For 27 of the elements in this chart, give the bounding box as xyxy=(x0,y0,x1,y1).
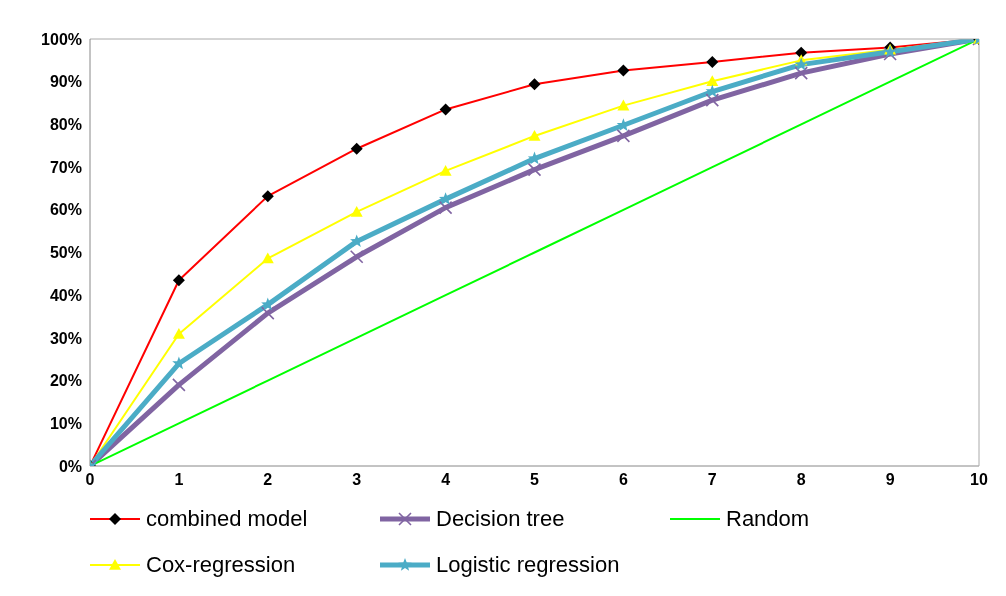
y-tick-label: 90% xyxy=(49,73,82,91)
y-tick-label: 50% xyxy=(49,244,82,262)
y-tick-label: 30% xyxy=(49,329,82,347)
x-tick-label: 2 xyxy=(263,471,273,489)
x-tick-label: 4 xyxy=(441,471,451,489)
x-tick-label: 1 xyxy=(174,471,184,489)
legend-label: Cox-regression xyxy=(146,552,296,578)
y-tick-label: 60% xyxy=(49,201,82,219)
y-tick-label: 80% xyxy=(49,116,82,134)
x-tick-label: 3 xyxy=(352,471,362,489)
legend-label: Random xyxy=(726,506,810,532)
y-tick-label: 40% xyxy=(49,286,82,304)
x-tick-label: 5 xyxy=(530,471,540,489)
y-tick-label: 100% xyxy=(41,30,82,48)
y-tick-label: 20% xyxy=(49,372,82,390)
x-tick-label: 10 xyxy=(970,471,988,489)
legend-label: combined model xyxy=(146,506,308,532)
y-tick-label: 0% xyxy=(58,457,82,475)
x-tick-label: 0 xyxy=(85,471,95,489)
y-tick-label: 70% xyxy=(49,158,82,176)
x-tick-label: 6 xyxy=(618,471,628,489)
legend-label: Decision tree xyxy=(436,506,565,532)
x-tick-label: 8 xyxy=(796,471,806,489)
legend-label: Logistic regression xyxy=(436,552,620,578)
y-tick-label: 10% xyxy=(49,414,82,432)
x-tick-label: 7 xyxy=(707,471,717,489)
x-tick-label: 9 xyxy=(885,471,895,489)
